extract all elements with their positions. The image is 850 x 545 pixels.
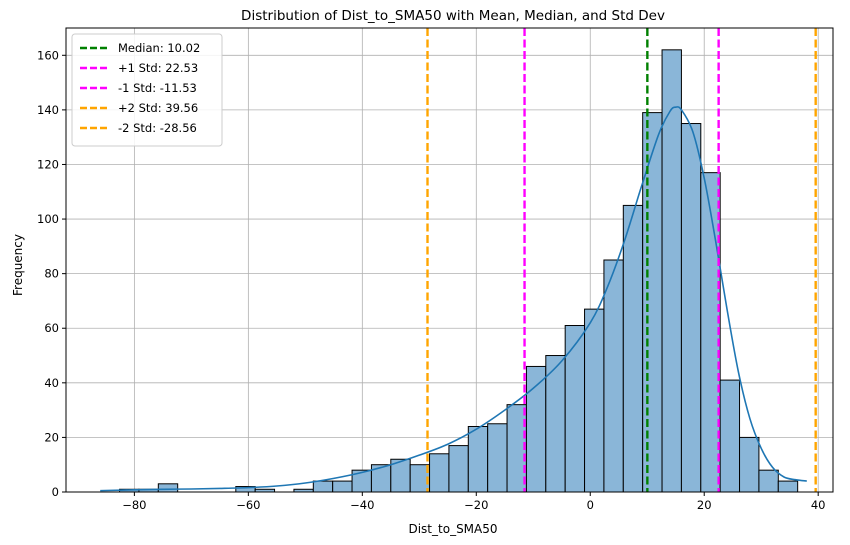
histogram-bar: [777, 480, 799, 493]
histogram-bar: [157, 483, 179, 493]
plot-frame: [65, 27, 834, 493]
reference-lines: [426, 28, 817, 492]
histogram-bar: [661, 49, 682, 493]
histogram-bar: [700, 172, 721, 493]
y-tick-label: 120: [37, 157, 59, 171]
legend-entry: -2 Std: -28.56: [118, 121, 197, 135]
x-tick-label: −80: [122, 498, 146, 512]
y-tick-label: 80: [44, 267, 59, 281]
histogram-bars: [119, 49, 799, 493]
histogram-bar: [545, 355, 566, 493]
y-axis-ticks: 0 20 40 60 80 100 120 140 160: [37, 48, 66, 499]
histogram-bar: [332, 480, 353, 493]
histogram-bar: [758, 469, 779, 493]
chart-title: Distribution of Dist_to_SMA50 with Mean,…: [241, 8, 665, 24]
x-axis-label: Dist_to_SMA50: [408, 522, 497, 536]
histogram-bar: [739, 436, 760, 493]
histogram-bar: [564, 325, 586, 493]
kde-curve-group: [100, 106, 807, 492]
y-axis-label: Frequency: [11, 234, 25, 296]
x-tick-label: −40: [350, 498, 374, 512]
legend-entry: +2 Std: 39.56: [118, 101, 198, 115]
legend-entry: Median: 10.02: [118, 41, 200, 55]
histogram-bar: [448, 445, 469, 493]
x-tick-label: −20: [464, 498, 488, 512]
x-tick-label: 20: [697, 498, 712, 512]
histogram-bar: [603, 259, 624, 493]
legend-box: [71, 33, 223, 147]
y-tick-label: 60: [44, 321, 59, 335]
x-tick-label: −60: [236, 498, 260, 512]
legend-entry: +1 Std: 22.53: [118, 61, 198, 75]
y-tick-label: 0: [52, 485, 59, 499]
y-tick-label: 20: [44, 430, 59, 444]
histogram-bar: [312, 480, 334, 493]
y-tick-label: 100: [37, 212, 59, 226]
histogram-bar: [467, 425, 489, 493]
legend-entry: -1 Std: -11.53: [118, 81, 197, 95]
histogram-bar: [719, 379, 741, 493]
histogram-bar: [642, 112, 663, 493]
y-tick-label: 140: [37, 103, 59, 117]
y-tick-label: 160: [37, 48, 59, 62]
y-tick-label: 40: [44, 376, 59, 390]
histogram-bar: [622, 204, 644, 493]
kde-curve: [100, 106, 807, 492]
x-axis-ticks: −80 −60 −40 −20 0 20 40: [122, 492, 826, 512]
histogram-bar: [487, 423, 508, 493]
histogram-bar: [429, 453, 450, 493]
histogram-bar: [584, 308, 605, 493]
legend: Median: 10.02 +1 Std: 22.53 -1 Std: -11.53…: [71, 33, 223, 147]
histogram-bar: [680, 123, 702, 493]
x-tick-label: 40: [811, 498, 826, 512]
x-tick-label: 0: [587, 498, 594, 512]
